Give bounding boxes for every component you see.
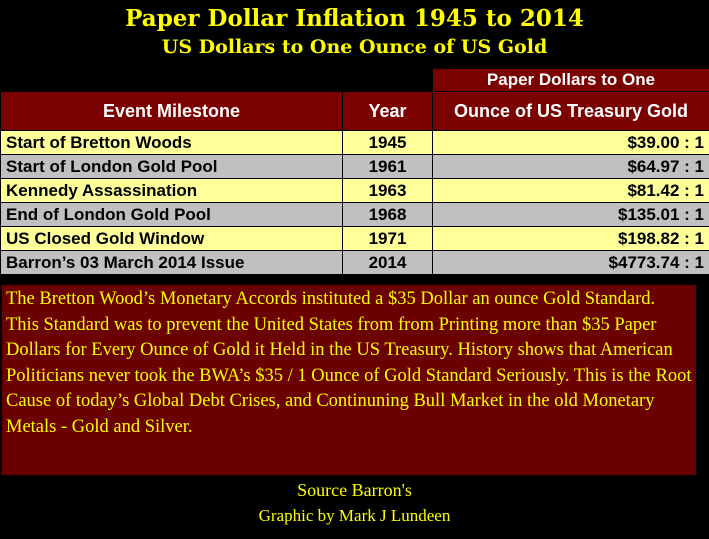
column-header: Ounce of US Treasury Gold <box>432 91 709 131</box>
ratio-cell: $64.97 : 1 <box>432 154 709 179</box>
table-row: US Closed Gold Window 1971 $198.82 : 1 <box>0 226 709 251</box>
ratio-cell: $135.01 : 1 <box>432 202 709 227</box>
event-cell: Barron’s 03 March 2014 Issue <box>0 250 343 275</box>
year-cell: 2014 <box>342 250 433 275</box>
year-cell: 1961 <box>342 154 433 179</box>
table-row: Start of London Gold Pool 1961 $64.97 : 1 <box>0 154 709 179</box>
table-row: End of London Gold Pool 1968 $135.01 : 1 <box>0 202 709 227</box>
blank-header-cell <box>0 68 433 92</box>
event-cell: Start of London Gold Pool <box>0 154 343 179</box>
header-group-row: Paper Dollars to One <box>0 68 709 92</box>
column-header: Year <box>342 91 433 131</box>
inflation-table: Paper Dollars to One Event Milestone Yea… <box>0 68 709 275</box>
year-cell: 1963 <box>342 178 433 203</box>
ratio-cell: $198.82 : 1 <box>432 226 709 251</box>
year-cell: 1971 <box>342 226 433 251</box>
credit-label: Graphic by Mark J Lundeen <box>258 506 451 525</box>
event-cell: US Closed Gold Window <box>0 226 343 251</box>
header-row: Event Milestone Year Ounce of US Treasur… <box>0 91 709 131</box>
column-header: Event Milestone <box>0 91 343 131</box>
table-row: Start of Bretton Woods 1945 $39.00 : 1 <box>0 130 709 155</box>
event-cell: Kennedy Assassination <box>0 178 343 203</box>
year-cell: 1945 <box>342 130 433 155</box>
chart-title: Paper Dollar Inflation 1945 to 2014 <box>125 5 584 32</box>
commentary-text: The Bretton Wood’s Monetary Accords inst… <box>2 285 696 475</box>
year-cell: 1968 <box>342 202 433 227</box>
event-cell: End of London Gold Pool <box>0 202 343 227</box>
table-row: Barron’s 03 March 2014 Issue 2014 $4773.74… <box>0 250 709 275</box>
event-cell: Start of Bretton Woods <box>0 130 343 155</box>
ratio-cell: $4773.74 : 1 <box>432 250 709 275</box>
ratio-cell: $81.42 : 1 <box>432 178 709 203</box>
chart-subtitle: US Dollars to One Ounce of US Gold <box>161 36 548 58</box>
source-label: Source Barron's <box>297 480 412 500</box>
ratio-cell: $39.00 : 1 <box>432 130 709 155</box>
table-row: Kennedy Assassination 1963 $81.42 : 1 <box>0 178 709 203</box>
header-group-label: Paper Dollars to One <box>432 68 709 92</box>
